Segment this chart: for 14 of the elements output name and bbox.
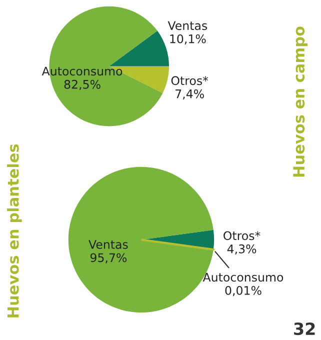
slice-label: Ventas — [88, 240, 128, 249]
data-label: 0,01% — [225, 286, 262, 296]
text: Huevos en planteles — [7, 144, 22, 318]
slice-label: Otros* — [224, 231, 260, 240]
slice-label: Autoconsumo — [202, 272, 284, 282]
text: Huevos en campo — [293, 26, 308, 177]
data-label: 4,3% — [227, 244, 256, 255]
data-label: 95,7% — [90, 253, 127, 264]
data-label: 10,1% — [170, 34, 206, 45]
slice-label: Otros* — [171, 76, 208, 86]
text: 32 — [294, 322, 315, 336]
data-label: 82,5% — [64, 80, 100, 90]
slice-label: Ventas — [168, 21, 208, 30]
data-label: 7,4% — [176, 89, 204, 100]
